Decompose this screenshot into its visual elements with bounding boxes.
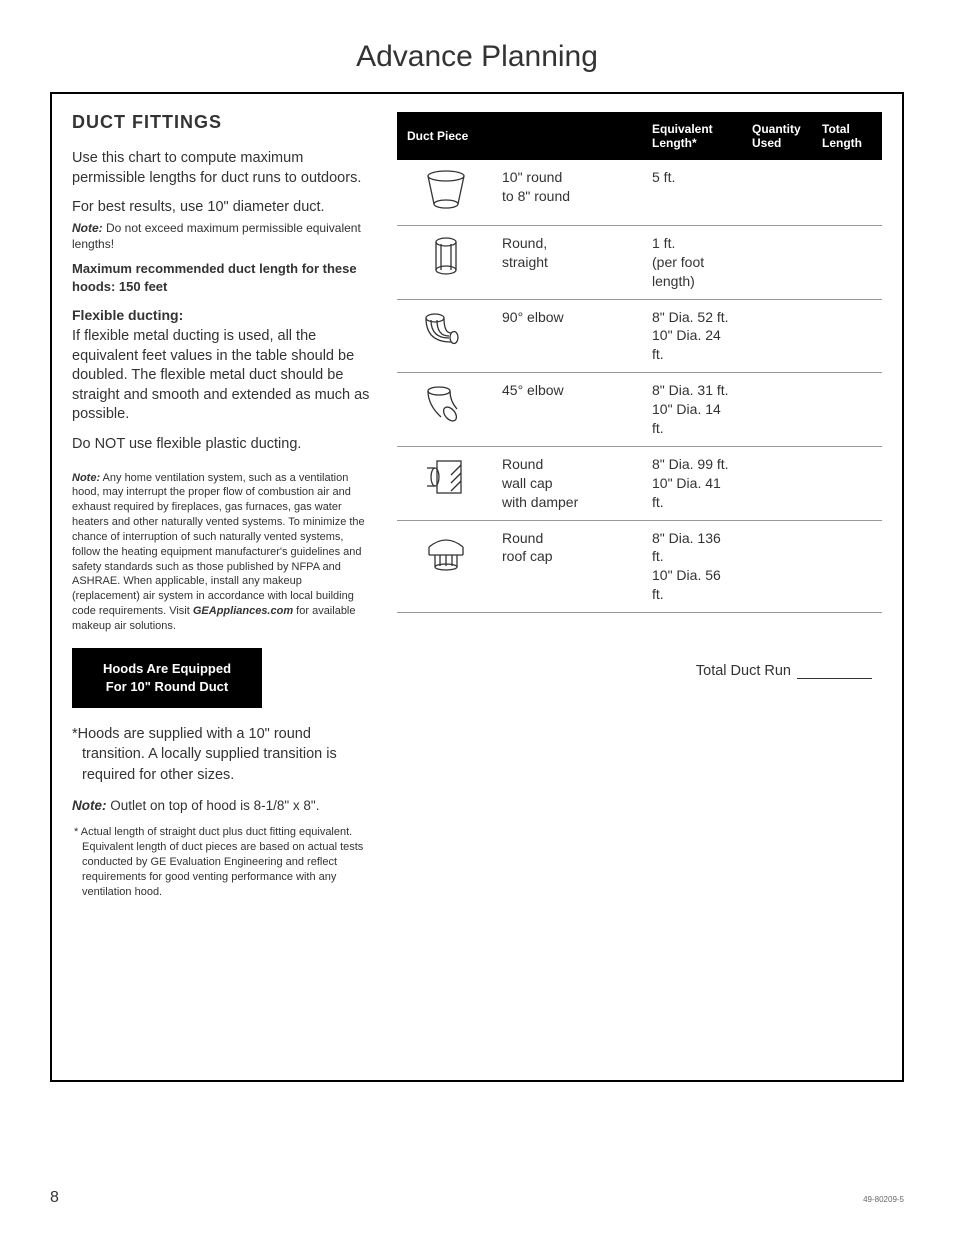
flexible-body: If flexible metal ducting is used, all t… [72, 327, 372, 425]
duct-desc: 10" roundto 8" round [492, 160, 642, 225]
site-link: GEAppliances.com [193, 605, 293, 617]
duct-icon-90elbow [397, 299, 492, 373]
outlet-note: Note: Outlet on top of hood is 8-1/8" x … [72, 797, 372, 815]
duct-icon-wallcap [397, 446, 492, 520]
duct-total [812, 373, 882, 447]
duct-total [812, 299, 882, 373]
equipped-box: Hoods Are Equipped For 10" Round Duct [72, 648, 262, 708]
footnote: * Actual length of straight duct plus du… [72, 825, 372, 899]
duct-qty [742, 373, 812, 447]
ventilation-note: Note: Any home ventilation system, such … [72, 471, 372, 634]
duct-equiv: 8" Dia. 99 ft.10" Dia. 41 ft. [642, 446, 742, 520]
duct-total [812, 520, 882, 613]
duct-qty [742, 160, 812, 225]
page-title: Advance Planning [50, 40, 904, 74]
col-desc [492, 112, 642, 160]
duct-equiv: 1 ft.(per footlength) [642, 225, 742, 299]
col-total: Total Length [812, 112, 882, 160]
duct-icon-roofcap [397, 520, 492, 613]
flexible-heading: Flexible ducting: [72, 307, 372, 323]
table-row: 45° elbow 8" Dia. 31 ft.10" Dia. 14 ft. [397, 373, 882, 447]
duct-equiv: 8" Dia. 31 ft.10" Dia. 14 ft. [642, 373, 742, 447]
duct-icon-straight [397, 225, 492, 299]
table-row: Roundwall capwith damper 8" Dia. 99 ft.1… [397, 446, 882, 520]
total-duct-run: Total Duct Run [397, 663, 882, 679]
note-exceed: Note: Do not exceed maximum permissible … [72, 220, 372, 252]
duct-total [812, 160, 882, 225]
page-number: 8 [50, 1189, 59, 1207]
equipped-line1: Hoods Are Equipped [103, 661, 231, 676]
note-exceed-body: Do not exceed maximum permissible equiva… [72, 221, 361, 251]
duct-qty [742, 520, 812, 613]
duct-desc: 90° elbow [492, 299, 642, 373]
left-column: DUCT FITTINGS Use this chart to compute … [72, 112, 372, 1062]
duct-desc: Round,straight [492, 225, 642, 299]
duct-equiv: 5 ft. [642, 160, 742, 225]
duct-equiv: 8" Dia. 52 ft.10" Dia. 24 ft. [642, 299, 742, 373]
page-footer: 8 49-80209-5 [50, 1189, 904, 1207]
duct-icon-reducer [397, 160, 492, 225]
col-equiv: Equivalent Length* [642, 112, 742, 160]
duct-icon-45elbow [397, 373, 492, 447]
duct-desc: Roundwall capwith damper [492, 446, 642, 520]
note-label: Note: [72, 221, 103, 235]
section-heading: DUCT FITTINGS [72, 112, 372, 133]
doc-code: 49-80209-5 [863, 1195, 904, 1204]
table-row: Roundroof cap 8" Dia. 136 ft.10" Dia. 56… [397, 520, 882, 613]
duct-desc: 45° elbow [492, 373, 642, 447]
note-label-2: Note: [72, 472, 100, 484]
duct-desc: Roundroof cap [492, 520, 642, 613]
supplied-text: *Hoods are supplied with a 10" round tra… [72, 724, 372, 785]
duct-qty [742, 225, 812, 299]
duct-total [812, 446, 882, 520]
col-qty: Quantity Used [742, 112, 812, 160]
table-header-row: Duct Piece Equivalent Length* Quantity U… [397, 112, 882, 160]
note-label-3: Note: [72, 798, 107, 813]
intro-text: Use this chart to compute maximum permis… [72, 149, 372, 188]
duct-qty [742, 446, 812, 520]
duct-equiv: 8" Dia. 136 ft.10" Dia. 56 ft. [642, 520, 742, 613]
right-column: Duct Piece Equivalent Length* Quantity U… [397, 112, 882, 1062]
duct-qty [742, 299, 812, 373]
table-row: 10" roundto 8" round 5 ft. [397, 160, 882, 225]
duct-total [812, 225, 882, 299]
no-plastic: Do NOT use flexible plastic ducting. [72, 435, 372, 455]
ventilation-note-body: Any home ventilation system, such as a v… [72, 472, 365, 618]
total-blank-line [797, 678, 872, 679]
col-piece: Duct Piece [397, 112, 492, 160]
best-results-text: For best results, use 10" diameter duct. [72, 198, 372, 218]
table-row: Round,straight 1 ft.(per footlength) [397, 225, 882, 299]
table-row: 90° elbow 8" Dia. 52 ft.10" Dia. 24 ft. [397, 299, 882, 373]
total-label: Total Duct Run [696, 663, 791, 679]
equipped-line2: For 10" Round Duct [106, 679, 228, 694]
content-frame: DUCT FITTINGS Use this chart to compute … [50, 92, 904, 1082]
outlet-body: Outlet on top of hood is 8-1/8" x 8". [107, 798, 320, 813]
max-recommended: Maximum recommended duct length for thes… [72, 260, 372, 295]
duct-table: Duct Piece Equivalent Length* Quantity U… [397, 112, 882, 613]
